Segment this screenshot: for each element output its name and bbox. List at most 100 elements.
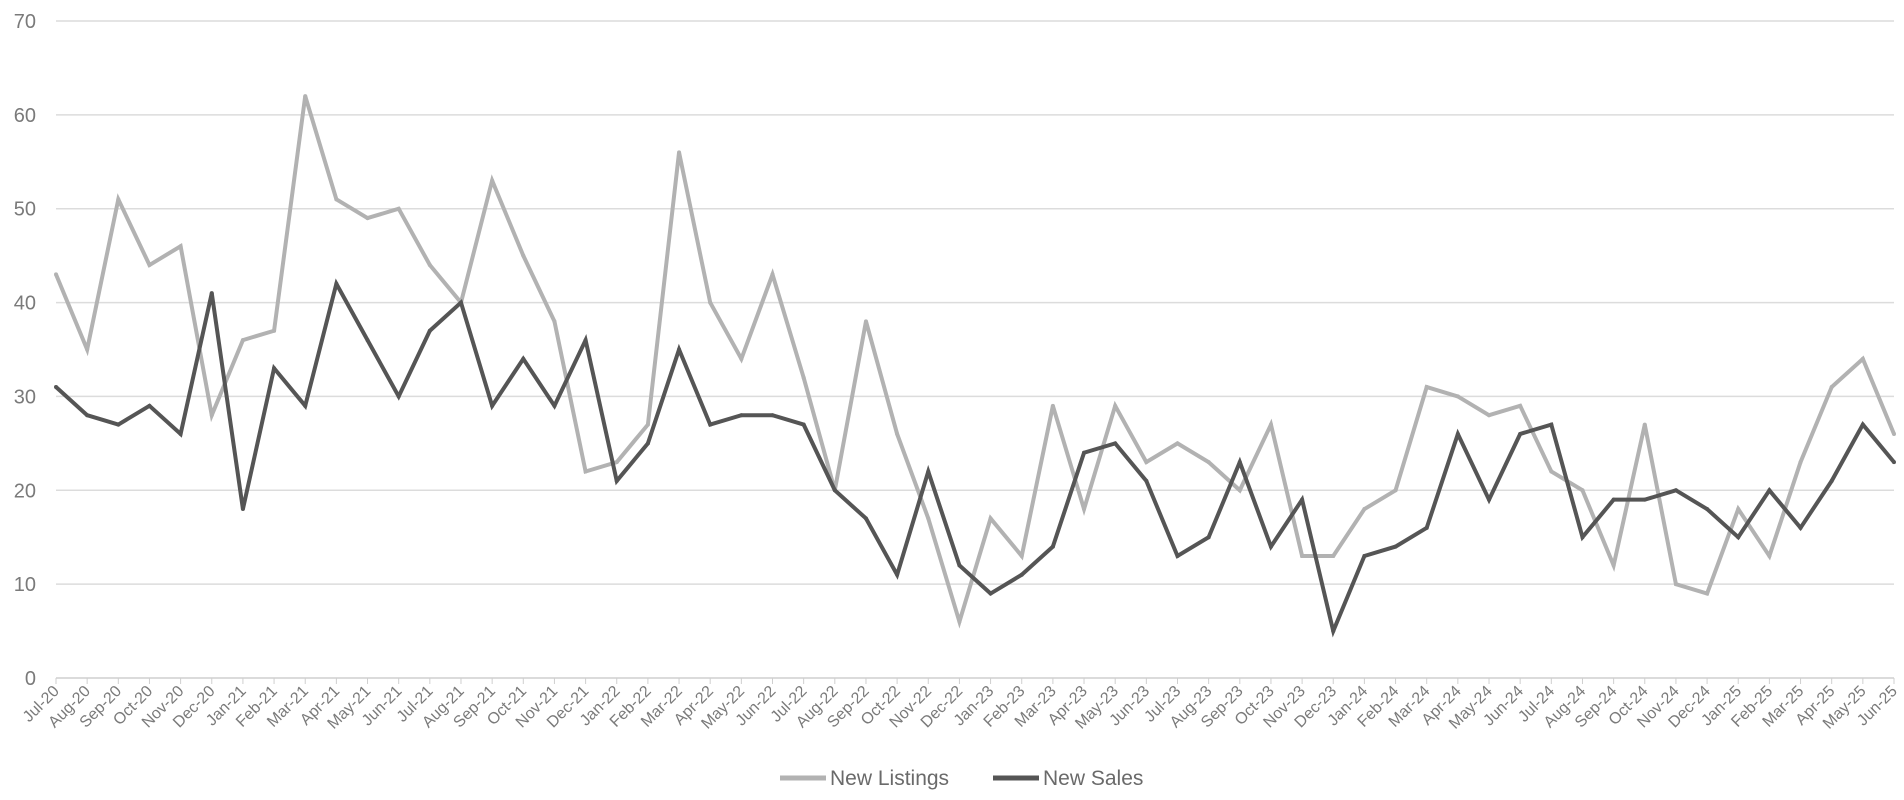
data-point (85, 347, 90, 352)
y-tick-label: 50 (14, 199, 36, 221)
data-point (85, 413, 90, 418)
data-point (1736, 507, 1741, 512)
data-point (1082, 507, 1087, 512)
data-point (863, 319, 868, 324)
data-point (1237, 460, 1242, 465)
data-point (614, 460, 619, 465)
data-point (1050, 544, 1055, 549)
data-point (1300, 553, 1305, 558)
data-point (1300, 497, 1305, 502)
data-point (303, 94, 308, 99)
data-point (458, 300, 463, 305)
data-point (396, 206, 401, 211)
data-point (396, 394, 401, 399)
data-point (770, 272, 775, 277)
data-point (677, 347, 682, 352)
data-point (521, 356, 526, 361)
data-point (1705, 591, 1710, 596)
data-point (365, 338, 370, 343)
data-point (708, 300, 713, 305)
data-point (209, 291, 214, 296)
data-point (1362, 507, 1367, 512)
y-tick-label: 0 (25, 668, 36, 690)
y-tick-label: 30 (14, 386, 36, 408)
data-point (1487, 497, 1492, 502)
data-point (178, 431, 183, 436)
data-point (895, 431, 900, 436)
data-point (1580, 488, 1585, 493)
data-point (1829, 385, 1834, 390)
data-point (116, 197, 121, 202)
data-point (490, 178, 495, 183)
y-tick-label: 60 (14, 105, 36, 127)
data-point (1767, 488, 1772, 493)
data-point (739, 413, 744, 418)
data-point (1019, 572, 1024, 577)
data-point (583, 338, 588, 343)
data-point (895, 572, 900, 577)
data-point (1268, 544, 1273, 549)
data-point (1175, 553, 1180, 558)
data-point (1549, 422, 1554, 427)
series-line-new-sales (54, 278, 1896, 638)
data-point (1237, 488, 1242, 493)
data-point (1331, 553, 1336, 558)
y-tick-label: 10 (14, 574, 36, 596)
data-point (334, 197, 339, 202)
data-point (427, 263, 432, 268)
data-point (1705, 507, 1710, 512)
data-point (1611, 563, 1616, 568)
data-point (1206, 460, 1211, 465)
data-point (365, 216, 370, 221)
data-point (1175, 441, 1180, 446)
data-point (240, 338, 245, 343)
data-point (1518, 403, 1523, 408)
data-point (521, 253, 526, 258)
data-point (1455, 394, 1460, 399)
data-point (957, 563, 962, 568)
data-point (801, 375, 806, 380)
data-point (303, 403, 308, 408)
data-point (1767, 553, 1772, 558)
data-point (1611, 497, 1616, 502)
data-point (54, 385, 58, 390)
data-point (1144, 460, 1149, 465)
data-point (1736, 535, 1741, 540)
data-point (988, 591, 993, 596)
data-point (1393, 544, 1398, 549)
data-point (708, 422, 713, 427)
data-point (116, 422, 121, 427)
legend-label: New Sales (1043, 767, 1143, 790)
data-point (1892, 431, 1896, 436)
data-point (147, 263, 152, 268)
data-point (272, 328, 277, 333)
data-point (1331, 629, 1336, 634)
data-point (272, 366, 277, 371)
gridlines (56, 20, 1894, 679)
data-point (1673, 582, 1678, 587)
data-point (1393, 488, 1398, 493)
data-point (770, 413, 775, 418)
y-axis: 0 10 20 30 40 50 60 70 (14, 11, 36, 690)
data-point (427, 328, 432, 333)
data-point (552, 403, 557, 408)
data-point (926, 516, 931, 521)
series-lines (54, 94, 1896, 638)
data-point (832, 488, 837, 493)
data-point (863, 516, 868, 521)
x-axis: Jul-20Aug-20Sep-20Oct-20Nov-20Dec-20Jan-… (20, 678, 1901, 733)
data-point (1798, 460, 1803, 465)
data-point (1518, 431, 1523, 436)
data-point (209, 413, 214, 418)
data-point (1362, 553, 1367, 558)
data-point (1424, 525, 1429, 530)
data-point (490, 403, 495, 408)
data-point (1113, 441, 1118, 446)
data-point (1829, 478, 1834, 483)
data-point (957, 619, 962, 624)
data-point (583, 469, 588, 474)
legend-label: New Listings (830, 767, 949, 790)
data-point (240, 507, 245, 512)
y-tick-label: 20 (14, 480, 36, 502)
